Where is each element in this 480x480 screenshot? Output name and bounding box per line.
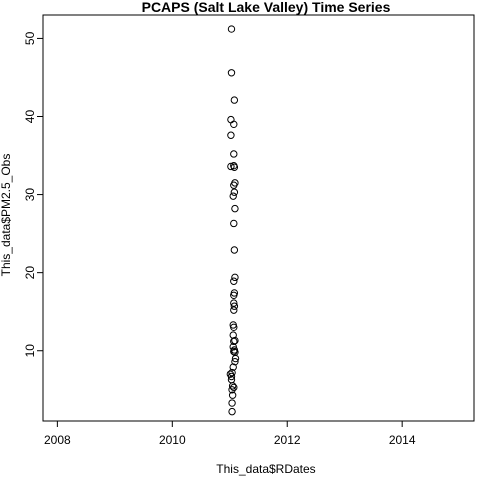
x-tick-label: 2008: [44, 433, 71, 447]
data-point: [230, 150, 238, 158]
plot-frame: [42, 14, 475, 422]
data-point: [229, 343, 237, 351]
data-point: [230, 120, 238, 129]
data-point: [228, 399, 236, 407]
x-tick-label: 2014: [389, 433, 416, 447]
data-point: [230, 299, 238, 307]
data-point: [230, 302, 239, 310]
data-point: [230, 347, 238, 356]
data-point: [230, 306, 238, 314]
data-point: [227, 131, 235, 139]
y-tick-label: 10: [23, 344, 37, 358]
data-point: [227, 69, 236, 77]
data-point: [230, 188, 239, 196]
data-point: [229, 363, 237, 371]
data-point: [227, 372, 236, 381]
data-point: [230, 181, 238, 189]
data-point: [231, 273, 239, 282]
data-point: [227, 162, 235, 171]
x-axis: 2008 2010 2012 2014: [44, 421, 416, 447]
data-point: [229, 192, 237, 200]
data-point: [230, 96, 239, 104]
y-tick-label: 50: [23, 31, 37, 45]
y-tick-label: 40: [23, 110, 37, 124]
data-point: [230, 383, 238, 392]
data-point: [231, 354, 240, 363]
data-point: [230, 163, 239, 171]
data-point: [231, 357, 239, 366]
data-point: [231, 204, 239, 213]
y-tick-label: 20: [23, 266, 37, 280]
data-point: [230, 323, 238, 332]
data-point: [227, 25, 236, 33]
data-point: [230, 291, 238, 299]
x-tick-label: 2012: [274, 433, 301, 447]
data-point: [228, 391, 237, 399]
y-axis-label: This_data$PM2.5_Obs: [0, 154, 13, 277]
data-point: [227, 115, 235, 124]
data-point: [230, 219, 238, 228]
data-point: [228, 386, 236, 394]
y-axis: 10 20 30 40 50: [23, 31, 43, 357]
x-tick-label: 2010: [159, 433, 186, 447]
data-point: [228, 368, 236, 377]
data-points: [226, 25, 240, 416]
data-point: [228, 407, 236, 416]
data-point: [230, 337, 238, 346]
data-point: [230, 277, 238, 285]
y-tick-label: 30: [23, 188, 37, 202]
data-point: [228, 382, 237, 390]
x-axis-label: This_data$RDates: [216, 462, 315, 476]
chart-title: PCAPS (Salt Lake Valley) Time Series: [142, 0, 391, 15]
data-point: [230, 246, 239, 254]
